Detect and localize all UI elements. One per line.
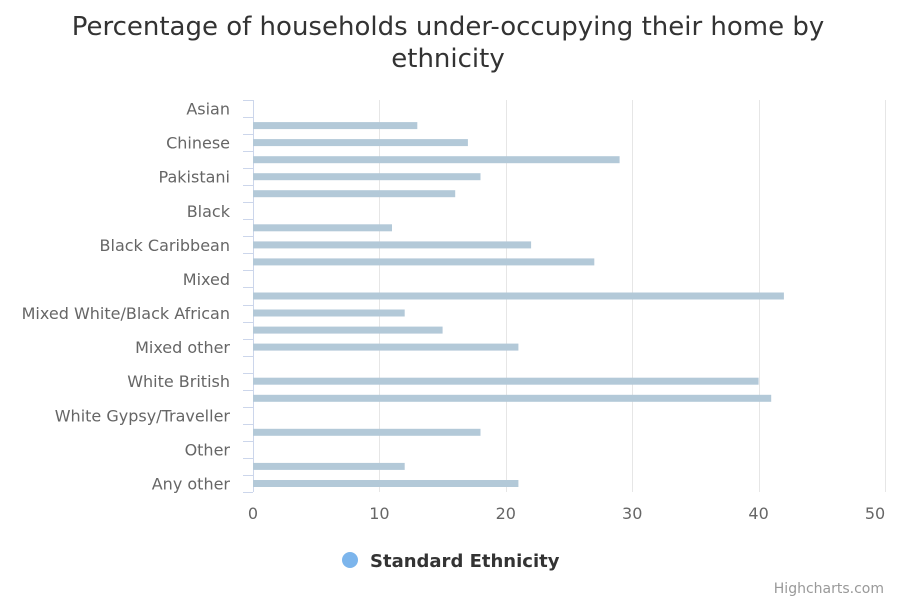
legend-label[interactable]: Standard Ethnicity [370,551,560,572]
legend[interactable]: Standard Ethnicity [342,551,560,572]
legend-marker[interactable] [342,552,358,568]
category-label-22: Any other [152,475,231,494]
bar-9[interactable] [253,258,595,266]
category-label-10: Mixed [183,270,230,289]
bar-1[interactable] [253,122,418,130]
x-tick-label-0: 0 [248,504,258,523]
bar-5[interactable] [253,190,456,198]
bar-12[interactable] [253,309,405,317]
x-tick-label-3: 30 [622,504,642,523]
bar-22[interactable] [253,480,519,487]
bar-13[interactable] [253,326,443,334]
category-label-4: Pakistani [159,168,230,187]
x-tick-label-1: 10 [369,504,389,523]
category-label-6: Black [187,202,231,221]
category-label-0: Asian [186,100,230,119]
category-label-18: White Gypsy/Traveller [55,406,231,425]
x-tick-label-2: 20 [496,504,516,523]
bar-series[interactable] [253,122,784,487]
category-label-16: White British [127,372,230,391]
x-tick-label-4: 40 [748,504,768,523]
bar-2[interactable] [253,139,468,147]
bar-11[interactable] [253,292,784,300]
bar-3[interactable] [253,156,620,164]
bar-21[interactable] [253,462,405,470]
category-label-20: Other [185,440,231,459]
category-label-2: Chinese [166,134,230,153]
bar-16[interactable] [253,377,759,385]
bar-4[interactable] [253,173,481,181]
x-tick-label-5: 50 [865,504,885,523]
category-label-14: Mixed other [135,338,230,357]
category-label-8: Black Caribbean [100,236,230,255]
bar-7[interactable] [253,224,392,232]
category-label-12: Mixed White/Black African [22,304,230,323]
chart-title-line-1: Percentage of households under-occupying… [72,12,825,42]
bar-17[interactable] [253,394,772,402]
bar-19[interactable] [253,428,481,436]
bar-14[interactable] [253,343,519,351]
credits-link[interactable]: Highcharts.com [774,581,884,597]
chart-title-line-2: ethnicity [391,44,504,74]
x-tick-labels: 0 10 20 30 40 50 [248,504,885,523]
category-labels: Asian Chinese Pakistani Black Black Caribbea… [22,100,231,494]
bar-8[interactable] [253,241,532,249]
